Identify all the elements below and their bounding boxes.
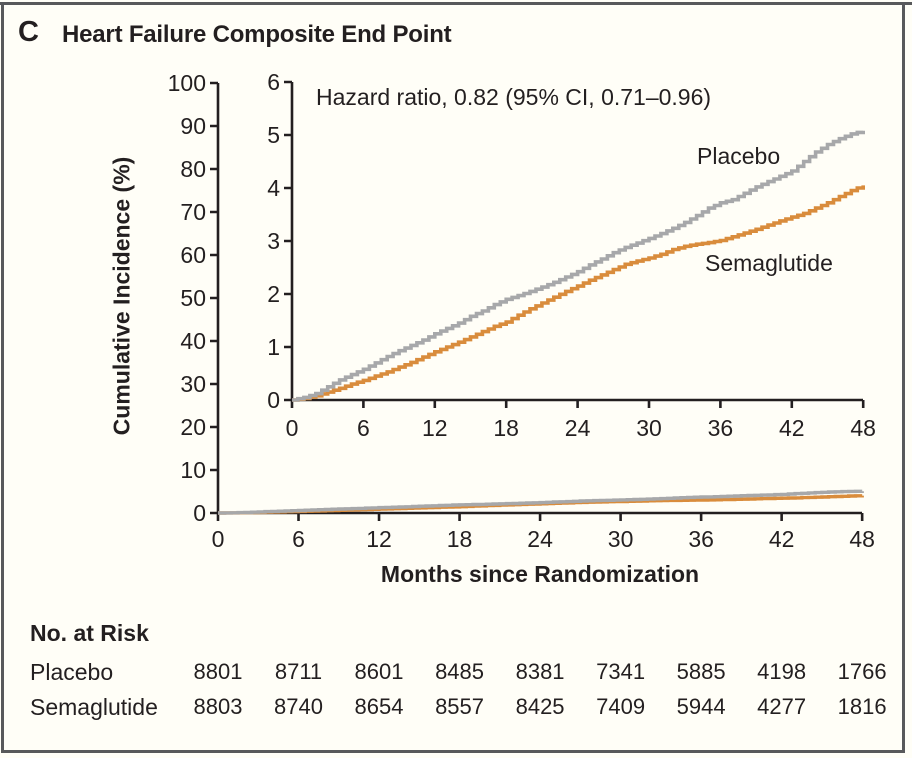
risk-table-title: No. at Risk — [30, 620, 149, 646]
inset-x-tick-label: 6 — [356, 415, 370, 441]
risk-count-semaglutide-m42: 4277 — [757, 694, 807, 719]
risk-count-placebo-m24: 8381 — [515, 659, 565, 684]
risk-count-semaglutide-m6: 8740 — [274, 694, 323, 719]
main-y-tick-label: 100 — [167, 70, 206, 96]
placebo-curve-inset — [292, 130, 865, 402]
main-y-tick-label: 90 — [180, 113, 206, 139]
placebo-curve-main — [218, 489, 864, 515]
inset-x-tick-label: 42 — [779, 415, 805, 441]
inset-y-tick-label: 3 — [267, 228, 280, 254]
hazard-ratio-annotation: Hazard ratio, 0.82 (95% CI, 0.71–0.96) — [316, 84, 712, 110]
risk-count-placebo-m48: 1766 — [837, 659, 887, 684]
inset-y-tick-label: 0 — [267, 387, 280, 413]
y-axis-title: Cumulative Incidence (%) — [108, 156, 135, 436]
risk-row-label-semaglutide: Semaglutide — [30, 694, 158, 720]
main-y-tick-label: 20 — [180, 414, 206, 440]
placebo-curve-label: Placebo — [697, 143, 781, 169]
semaglutide-curve-label: Semaglutide — [705, 250, 833, 276]
main-y-tick-label: 0 — [193, 500, 206, 526]
risk-row-label-placebo: Placebo — [30, 659, 114, 685]
main-x-tick-label: 24 — [527, 526, 553, 552]
risk-count-placebo-m36: 5885 — [676, 659, 726, 684]
risk-count-semaglutide-m48: 1816 — [837, 694, 887, 719]
risk-count-placebo-m18: 8485 — [435, 659, 485, 684]
inset-x-tick-label: 12 — [422, 415, 448, 441]
main-x-tick-label: 36 — [688, 526, 714, 552]
risk-count-placebo-m0: 8801 — [193, 659, 243, 684]
main-x-tick-label: 42 — [768, 526, 795, 552]
inset-axes — [284, 80, 865, 408]
inset-x-tick-label: 30 — [636, 415, 662, 441]
inset-x-tick-label: 18 — [493, 415, 519, 441]
main-y-tick-label: 80 — [180, 156, 206, 182]
inset-y-tick-label: 5 — [267, 122, 280, 148]
main-y-tick-label: 30 — [180, 371, 206, 397]
risk-count-semaglutide-m0: 8803 — [193, 694, 243, 719]
main-x-tick-label: 6 — [292, 526, 305, 552]
main-x-tick-label: 12 — [366, 526, 392, 552]
risk-count-semaglutide-m12: 8654 — [354, 694, 404, 719]
panel-letter: C — [18, 16, 39, 48]
inset-x-tick-label: 48 — [850, 415, 876, 441]
main-y-tick-label: 70 — [180, 199, 206, 225]
panel-title: Heart Failure Composite End Point — [62, 21, 452, 48]
inset-y-tick-label: 4 — [267, 175, 280, 201]
inset-x-tick-label: 36 — [707, 415, 734, 441]
main-y-tick-label: 40 — [180, 328, 206, 354]
main-y-tick-label: 10 — [180, 457, 206, 483]
inset-x-tick-label: 24 — [564, 415, 591, 441]
main-x-tick-label: 18 — [446, 526, 473, 552]
main-x-tick-label: 48 — [849, 526, 875, 552]
risk-count-placebo-m30: 7341 — [596, 659, 646, 684]
risk-count-placebo-m42: 4198 — [757, 659, 807, 684]
x-axis-title: Months since Randomization — [380, 561, 700, 587]
semaglutide-curve-inset — [292, 185, 865, 402]
risk-count-semaglutide-m36: 5944 — [676, 694, 726, 719]
risk-count-semaglutide-m18: 8557 — [435, 694, 485, 719]
risk-count-semaglutide-m24: 8425 — [515, 694, 565, 719]
inset-y-tick-label: 1 — [267, 334, 280, 360]
main-y-tick-label: 60 — [180, 242, 206, 268]
inset-y-tick-label: 6 — [267, 69, 280, 95]
risk-count-semaglutide-m30: 7409 — [596, 694, 646, 719]
inset-y-tick-label: 2 — [267, 281, 280, 307]
main-x-tick-label: 0 — [211, 526, 225, 552]
main-y-tick-label: 50 — [180, 285, 206, 311]
risk-count-placebo-m6: 8711 — [274, 659, 323, 684]
inset-x-tick-label: 0 — [285, 415, 299, 441]
main-x-tick-label: 30 — [607, 526, 634, 552]
risk-count-placebo-m12: 8601 — [354, 659, 404, 684]
